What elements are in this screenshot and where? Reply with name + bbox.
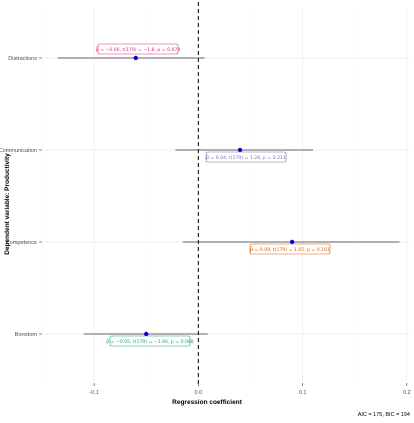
estimate-point (237, 147, 243, 153)
x-tick-label: 0.0 (195, 390, 203, 396)
coefficient-label: β̂ = 0.09, t(179) = 1.65, p = 0.101 (249, 243, 331, 255)
y-tick-label: Distractions (8, 56, 37, 62)
coefficient-label-box (97, 43, 179, 55)
y-tick-label: Competence (6, 240, 37, 246)
x-axis-title: Regression coefficient (172, 399, 243, 406)
grid-lines (41, 8, 412, 380)
y-axis-title: Dependent variable: Productivity (4, 153, 11, 255)
coefficient-label-text: β̂ = 0.09, t(179) = 1.65, p = 0.101 (250, 246, 330, 253)
coefficient-label-box (109, 335, 191, 347)
x-tick-label: -0.1 (89, 390, 98, 396)
coefficient-label: β̂ = −0.06, t(179) = −1.8, p = 0.074 (96, 43, 181, 55)
y-tick-label: Boredom (15, 332, 38, 338)
x-tick-label: 0.1 (299, 390, 307, 396)
coefficient-label-box (249, 243, 331, 255)
estimate-point (144, 331, 149, 337)
estimate-point (133, 55, 139, 61)
y-tick-label: Communication (0, 148, 37, 154)
coefficient-label: β̂ = 0.04, t(179) = 1.26, p = 0.211 (205, 151, 287, 163)
estimate-point (289, 239, 295, 245)
axes: Distractions Communication Competence Bored… (0, 56, 411, 396)
coefficient-label-box (205, 151, 287, 163)
coefficient-label-text: β̂ = 0.04, t(179) = 1.26, p = 0.211 (206, 154, 286, 161)
coefficient-label-text: β̂ = −0.06, t(179) = −1.8, p = 0.074 (96, 46, 181, 53)
chart-marks: β̂ = −0.06, t(179) = −1.8, p = 0.074 β̂ =… (57, 2, 400, 384)
coefficient-label-text: β̂ = −0.05, t(179) = −1.66, p = 0.098 (106, 338, 194, 345)
x-tick-label: 0.2 (403, 390, 411, 396)
coefficient-label: β̂ = −0.05, t(179) = −1.66, p = 0.098 (106, 335, 194, 347)
model-fit-caption: AIC = 175, BIC = 194 (358, 412, 410, 418)
